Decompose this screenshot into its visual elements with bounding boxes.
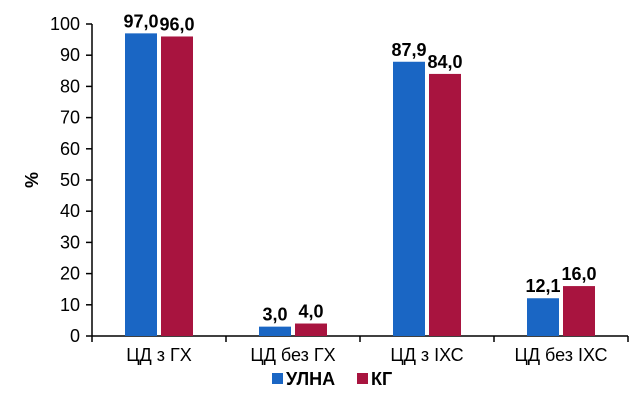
data-label: 84,0 — [427, 52, 462, 72]
y-tick-label: 70 — [60, 108, 80, 128]
y-tick-label: 30 — [60, 232, 80, 252]
bar — [125, 33, 157, 337]
y-tick-label: 10 — [60, 295, 80, 315]
y-tick-label: 40 — [60, 201, 80, 221]
legend-label: УЛНА — [286, 369, 335, 389]
x-tick-label: ЦД з ІХС — [390, 345, 463, 365]
x-tick-label: ЦД з ГХ — [126, 345, 192, 365]
bar — [429, 73, 461, 337]
bar — [527, 298, 559, 336]
y-tick-label: 100 — [50, 14, 80, 34]
data-label: 97,0 — [123, 11, 158, 31]
legend-swatch — [272, 373, 283, 384]
data-label: 3,0 — [262, 305, 287, 325]
data-label: 96,0 — [159, 14, 194, 34]
data-label: 4,0 — [298, 302, 323, 322]
legend: УЛНА КГ — [272, 369, 392, 389]
data-label: 12,1 — [525, 276, 560, 296]
x-tick-label: ЦД без ІХС — [515, 345, 608, 365]
y-tick-label: 0 — [70, 326, 80, 346]
x-axis: ЦД з ГХ ЦД без ГХ ЦД з ІХС ЦД без ІХС — [91, 335, 629, 365]
bar — [563, 286, 595, 336]
y-axis: 0 10 20 30 40 50 60 70 80 90 100 — [50, 14, 93, 346]
data-label: 16,0 — [561, 264, 596, 284]
bar — [161, 36, 193, 336]
x-tick-label: ЦД без ГХ — [250, 345, 335, 365]
y-tick-label: 50 — [60, 170, 80, 190]
bar — [295, 323, 327, 336]
data-labels: 97,0 3,0 87,9 12,1 96,0 4,0 84,0 16,0 — [123, 11, 596, 324]
y-tick-label: 20 — [60, 264, 80, 284]
y-tick-label: 90 — [60, 45, 80, 65]
data-label: 87,9 — [391, 40, 426, 60]
legend-swatch — [357, 373, 368, 384]
y-tick-label: 80 — [60, 76, 80, 96]
legend-label: КГ — [371, 369, 392, 389]
bar — [393, 61, 425, 336]
bars — [125, 33, 595, 337]
bar — [259, 326, 291, 336]
y-tick-label: 60 — [60, 139, 80, 159]
y-axis-title: % — [22, 172, 42, 188]
